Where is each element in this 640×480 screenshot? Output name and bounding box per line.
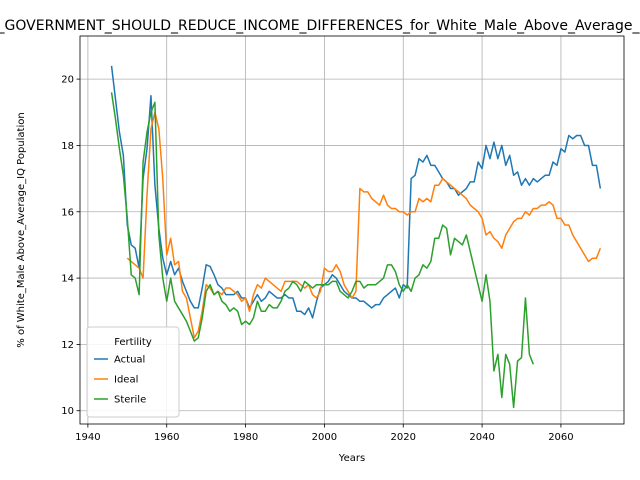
x-tick-label: 2060 xyxy=(548,432,573,443)
chart-title: IF_GOVERNMENT_SHOULD_REDUCE_INCOME_DIFFE… xyxy=(0,18,640,34)
x-tick-label: 1960 xyxy=(154,432,179,443)
x-tick-label: 1980 xyxy=(233,432,258,443)
x-tick-label: 2020 xyxy=(391,432,416,443)
x-axis: 1940 1960 1980 2000 2020 2040 2060 xyxy=(75,424,573,443)
y-tick-label: 12 xyxy=(61,340,74,351)
y-axis: 10 12 14 16 18 20 xyxy=(61,75,80,418)
y-axis-label: % of White_Male Above_Average_IQ Populat… xyxy=(16,112,27,347)
legend: Fertility Actual Ideal Sterile xyxy=(87,327,179,417)
y-tick-label: 18 xyxy=(61,141,74,152)
x-tick-label: 2040 xyxy=(469,432,494,443)
legend-label-ideal: Ideal xyxy=(114,375,138,386)
legend-label-actual: Actual xyxy=(114,355,145,366)
y-tick-label: 10 xyxy=(61,406,74,417)
y-tick-label: 14 xyxy=(61,274,74,285)
y-tick-label: 16 xyxy=(61,207,74,218)
legend-title: Fertility xyxy=(114,337,152,348)
x-tick-label: 2000 xyxy=(312,432,337,443)
series-lines xyxy=(112,66,601,408)
x-axis-label: Years xyxy=(338,453,365,464)
legend-label-sterile: Sterile xyxy=(114,395,146,406)
series-line-ideal xyxy=(127,112,600,338)
y-tick-label: 20 xyxy=(61,75,74,86)
x-tick-label: 1940 xyxy=(75,432,100,443)
